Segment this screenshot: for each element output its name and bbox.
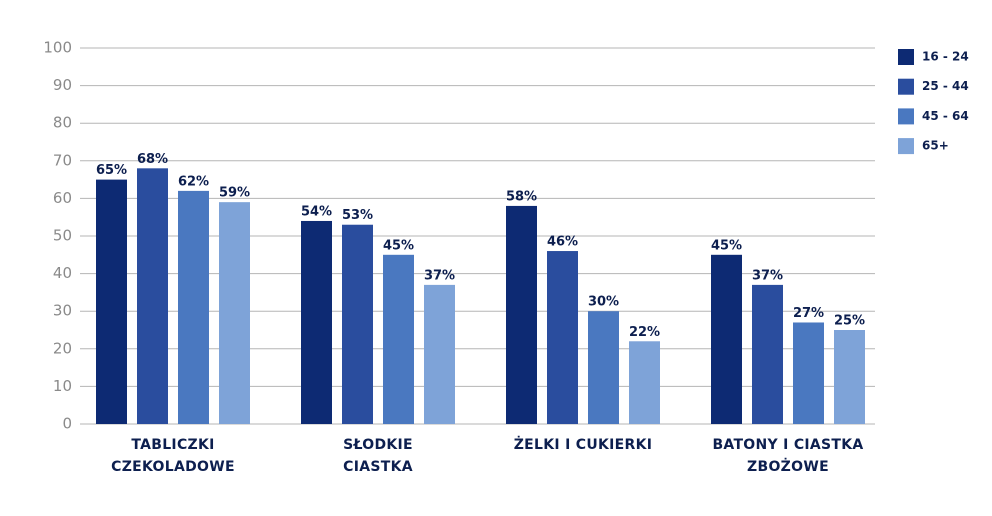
- y-tick-label: 90: [53, 76, 72, 94]
- bar: [547, 251, 578, 424]
- x-tick-label: BATONY I CIASTKA ZBOŻOWE: [712, 437, 864, 475]
- data-label: 22%: [629, 325, 660, 340]
- legend-label: 16 - 24: [922, 50, 969, 64]
- data-label: 45%: [711, 238, 742, 253]
- legend-label: 65+: [922, 139, 949, 153]
- bar: [629, 341, 660, 424]
- data-label: 65%: [96, 163, 127, 178]
- legend-swatch: [898, 138, 914, 155]
- data-label: 54%: [301, 204, 332, 219]
- legend-swatch: [898, 49, 914, 65]
- bar: [793, 322, 824, 424]
- data-label: 37%: [424, 268, 455, 283]
- bar: [301, 220, 332, 424]
- data-label: 68%: [137, 152, 168, 167]
- y-tick-label: 60: [53, 189, 72, 207]
- legend-swatch: [898, 78, 914, 95]
- bar: [96, 179, 127, 424]
- data-label: 37%: [752, 268, 783, 283]
- bar: [137, 168, 168, 424]
- bar: [506, 205, 537, 424]
- data-label: 30%: [588, 295, 619, 310]
- x-tick-label: TABLICZKI CZEKOLADOWE: [111, 437, 235, 475]
- y-tick-label: 100: [43, 39, 72, 57]
- legend-label: 25 - 44: [922, 79, 969, 93]
- y-tick-label: 40: [53, 264, 72, 282]
- y-tick-label: 30: [53, 302, 72, 320]
- data-label: 25%: [834, 314, 865, 329]
- data-label: 58%: [506, 189, 537, 204]
- bar: [342, 224, 373, 424]
- legend-swatch: [898, 108, 914, 125]
- data-label: 53%: [342, 208, 373, 223]
- legend-label: 45 - 64: [922, 109, 969, 123]
- y-tick-label: 0: [62, 415, 72, 433]
- y-tick-label: 10: [53, 377, 72, 395]
- data-label: 46%: [547, 235, 578, 250]
- bar: [711, 254, 742, 424]
- data-label: 59%: [219, 186, 250, 201]
- bar: [752, 284, 783, 424]
- y-tick-label: 80: [53, 114, 72, 132]
- x-tick-label: ŻELKI I CUKIERKI: [513, 437, 653, 453]
- bar: [383, 254, 414, 424]
- bar: [588, 311, 619, 424]
- y-tick-label: 70: [53, 151, 72, 169]
- bar: [424, 284, 455, 424]
- y-tick-label: 20: [53, 339, 72, 357]
- bar: [178, 190, 209, 424]
- bar: [219, 202, 250, 424]
- data-label: 62%: [178, 174, 209, 189]
- bar: [834, 330, 865, 424]
- data-label: 27%: [793, 306, 824, 321]
- data-label: 45%: [383, 238, 414, 253]
- x-tick-label: SŁODKIE CIASTKA: [343, 437, 413, 475]
- y-tick-label: 50: [53, 227, 72, 245]
